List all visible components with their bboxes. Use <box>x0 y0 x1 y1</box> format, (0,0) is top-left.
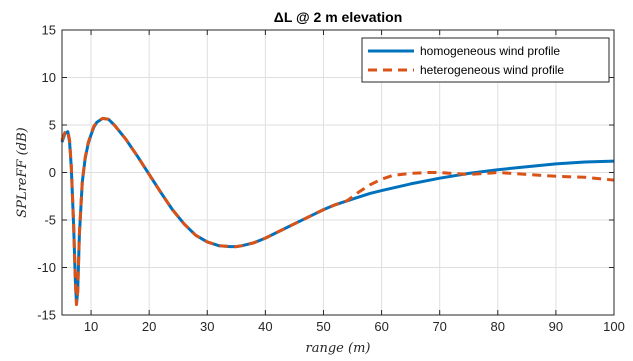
y-tick-label: -10 <box>37 260 56 275</box>
x-tick-label: 20 <box>142 319 156 334</box>
legend: homogeneous wind profile heterogeneous w… <box>362 38 609 82</box>
x-tick-label: 100 <box>603 319 625 334</box>
y-tick-label: 15 <box>42 23 56 38</box>
x-axis-label: range (m) <box>306 341 371 356</box>
x-tick-label: 40 <box>258 319 272 334</box>
x-tick-label: 90 <box>549 319 563 334</box>
y-tick-label: -5 <box>44 213 56 228</box>
x-tick-label: 50 <box>316 319 330 334</box>
y-tick-label: -15 <box>37 308 56 323</box>
legend-label-heterogeneous: heterogeneous wind profile <box>420 63 564 77</box>
y-axis-label: SPLreFF (dB) <box>15 127 30 217</box>
x-tick-label: 10 <box>84 319 98 334</box>
x-tick-label: 80 <box>491 319 505 334</box>
y-tick-label: 10 <box>42 70 56 85</box>
y-tick-label: 5 <box>49 118 56 133</box>
x-tick-label: 30 <box>200 319 214 334</box>
x-tick-label: 70 <box>432 319 446 334</box>
x-tick-label: 60 <box>374 319 388 334</box>
legend-label-homogeneous: homogeneous wind profile <box>420 44 560 58</box>
chart-title: ΔL @ 2 m elevation <box>274 9 403 25</box>
y-tick-label: 0 <box>49 165 56 180</box>
